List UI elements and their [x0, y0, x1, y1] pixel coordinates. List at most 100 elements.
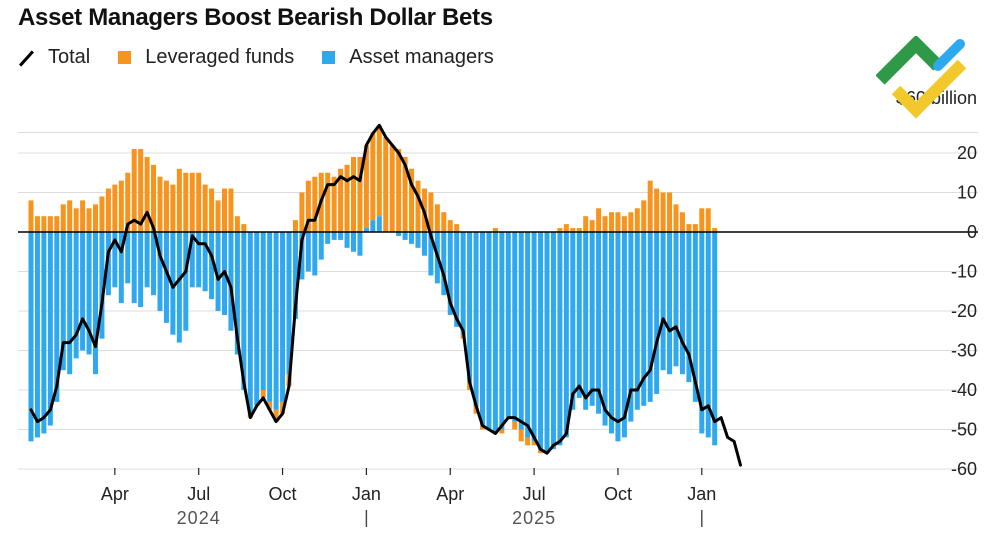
x-tick-label: Apr: [436, 484, 464, 504]
asset-managers-bar: [344, 232, 350, 248]
asset-managers-bar: [234, 232, 240, 355]
leveraged-funds-bar: [396, 149, 402, 232]
asset-managers-bar: [480, 232, 485, 426]
legend-item-total: Total: [18, 46, 90, 69]
asset-managers-bar: [280, 232, 286, 402]
asset-managers-bar: [641, 232, 647, 406]
leveraged-funds-bar: [28, 200, 34, 232]
leveraged-funds-bar: [609, 212, 614, 232]
y-tick-label: -10: [951, 262, 977, 282]
asset-managers-bar: [370, 220, 376, 232]
asset-managers-bar: [376, 216, 382, 232]
leveraged-funds-bar: [415, 180, 421, 232]
asset-managers-bar: [518, 232, 524, 430]
asset-managers-bar: [583, 232, 589, 410]
leveraged-funds-bar: [105, 188, 111, 232]
leveraged-funds-bar: [41, 216, 47, 232]
asset-managers-bar: [647, 232, 653, 402]
asset-managers-bar: [305, 232, 311, 272]
leveraged-funds-bar: [222, 188, 227, 232]
leveraged-funds-bar: [202, 184, 208, 232]
x-axis-labels: Apr Jul Oct Jan Apr Jul Oct Jan 2024 2025: [101, 468, 716, 528]
leveraged-funds-bar: [157, 176, 163, 232]
leveraged-funds-bar: [402, 156, 408, 232]
leveraged-funds-bar: [234, 216, 240, 232]
leveraged-funds-bar: [267, 401, 273, 410]
leveraged-funds-bar: [138, 149, 144, 232]
legend-item-asset-managers: Asset managers: [322, 46, 494, 69]
asset-managers-bar: [99, 232, 105, 339]
leveraged-funds-bar: [660, 192, 666, 232]
asset-managers-bar: [338, 232, 344, 240]
x-tick-label: Jul: [523, 484, 546, 504]
asset-managers-bar: [570, 232, 576, 410]
asset-managers-bar: [131, 232, 137, 304]
asset-managers-bar: [563, 232, 569, 438]
asset-managers-bar: [409, 232, 415, 244]
asset-managers-bar: [228, 232, 234, 331]
asset-managers-bar: [357, 232, 363, 256]
leveraged-funds-bar: [428, 192, 434, 232]
asset-managers-bar: [73, 232, 79, 359]
leveraged-funds-bar: [163, 180, 169, 232]
asset-managers-swatch: [322, 51, 336, 64]
asset-managers-bar: [441, 232, 447, 296]
asset-managers-bar: [41, 232, 47, 434]
asset-managers-bar: [679, 232, 685, 375]
y-tick-label: 10: [957, 183, 977, 203]
leveraged-funds-bar: [589, 220, 595, 232]
asset-managers-bar: [428, 232, 434, 276]
asset-managers-bar: [363, 228, 369, 232]
asset-managers-bar: [67, 232, 73, 375]
asset-managers-bar: [531, 232, 537, 442]
asset-managers-bar: [176, 232, 182, 343]
leveraged-funds-bar: [383, 137, 389, 232]
x-tick-label: Jan: [687, 484, 716, 504]
asset-managers-bar: [402, 232, 408, 240]
leveraged-funds-bar: [686, 224, 692, 232]
brand-logo-icon: [876, 36, 966, 119]
leveraged-funds-bar: [260, 390, 266, 398]
leveraged-funds-bar: [447, 220, 453, 232]
leveraged-funds-bar: [409, 168, 415, 232]
asset-managers-bar: [325, 232, 331, 244]
asset-managers-bar: [712, 232, 718, 446]
leveraged-funds-bar: [176, 168, 182, 232]
leveraged-funds-bar: [518, 429, 524, 442]
asset-managers-bar: [699, 232, 705, 434]
asset-managers-bar: [299, 232, 305, 280]
leveraged-funds-bar: [363, 145, 369, 229]
leveraged-funds-bar: [241, 224, 247, 232]
leveraged-funds-bar: [370, 133, 376, 221]
leveraged-funds-swatch: [118, 51, 132, 64]
leveraged-funds-bar: [667, 192, 673, 232]
asset-managers-bar: [589, 232, 595, 406]
asset-managers-bar: [492, 232, 498, 434]
asset-managers-bar: [183, 232, 189, 331]
asset-managers-bar: [660, 232, 666, 371]
leveraged-funds-bar: [583, 216, 589, 232]
leveraged-funds-bar: [131, 149, 137, 232]
asset-managers-bar: [202, 232, 208, 292]
legend-label-asset-managers: Asset managers: [349, 46, 494, 68]
leveraged-funds-bar: [125, 172, 131, 232]
asset-managers-bar: [460, 232, 466, 335]
asset-managers-bar: [331, 232, 337, 240]
asset-managers-bar: [215, 232, 221, 311]
asset-managers-bar: [144, 232, 150, 288]
asset-managers-bar: [292, 232, 298, 319]
asset-managers-bar: [286, 232, 292, 375]
leveraged-funds-bar: [596, 208, 602, 232]
asset-managers-bar: [473, 232, 479, 406]
asset-managers-bar: [692, 232, 698, 402]
leveraged-funds-bar: [499, 429, 505, 434]
asset-managers-bar: [80, 232, 86, 351]
leveraged-funds-bar: [531, 441, 537, 446]
asset-managers-bar: [260, 232, 266, 390]
y-axis-labels: 20 10 0 -10 -20 -30 -40 -50 -60: [951, 143, 977, 479]
leveraged-funds-bar: [634, 208, 640, 232]
leveraged-funds-bar: [305, 180, 311, 232]
y-tick-label: -30: [951, 341, 977, 361]
leveraged-funds-bar: [144, 156, 150, 232]
